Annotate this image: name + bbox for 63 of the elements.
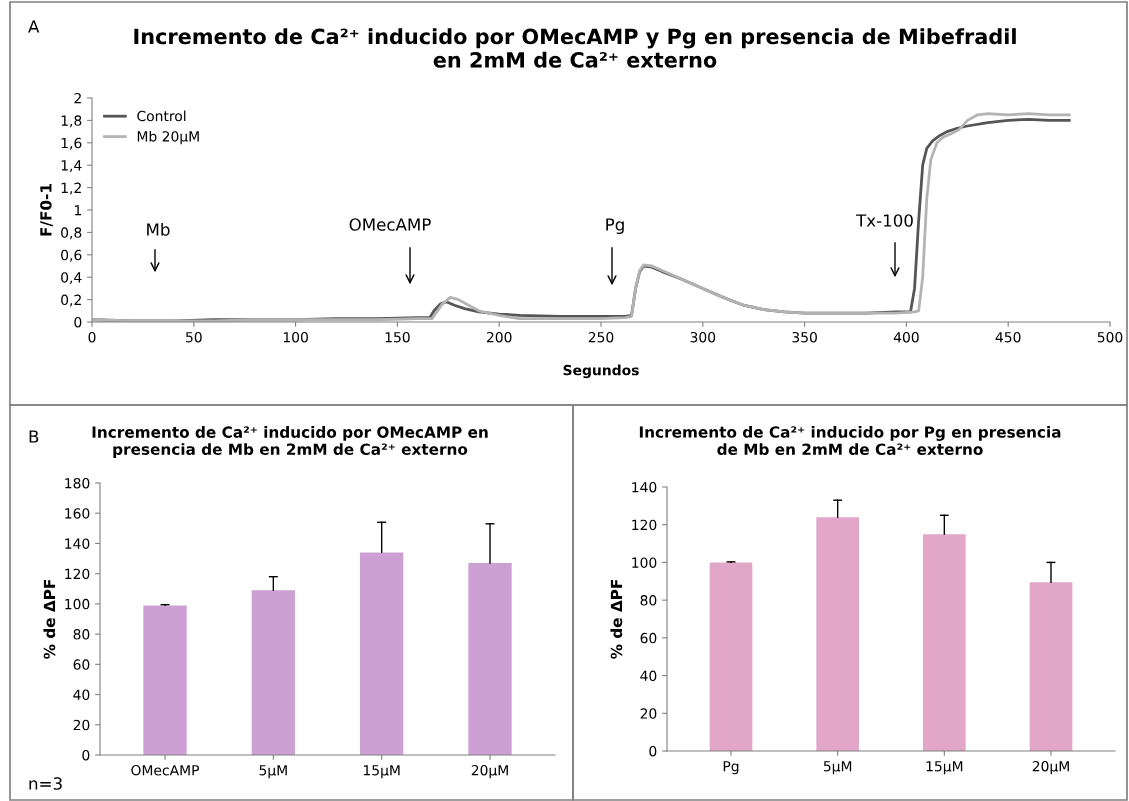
x-tick-label: 20µM <box>471 764 508 779</box>
y-tick-label: 2 <box>74 92 81 104</box>
y-tick-label: 140 <box>65 538 90 549</box>
chart-title: Incremento de Ca²⁺ inducido por OMecAMP y Pg en presencia de Mibefradil en 2mM de Ca²⁺ externo <box>134 28 1016 68</box>
y-tick-label: 1 <box>74 205 81 216</box>
text: n=3 <box>29 777 62 790</box>
y-tick-label: 1,4 <box>61 160 82 173</box>
legend-label: Control <box>137 110 186 122</box>
y-tick-label: 60 <box>640 632 657 644</box>
x-tick-label: 5µM <box>259 765 287 779</box>
y-tick-label: 0,2 <box>61 294 81 307</box>
x-tick-label: 350 <box>792 331 817 343</box>
y-tick-label: 60 <box>73 659 90 670</box>
y-tick-label: 120 <box>65 568 90 580</box>
y-tick-label: 40 <box>640 670 657 682</box>
x-tick-label: OMecAMP <box>131 764 199 776</box>
x-tick-label: 450 <box>995 331 1021 343</box>
y-tick-label: 0 <box>74 316 82 328</box>
x-tick-label: 300 <box>690 331 716 343</box>
x-tick-label: 20µM <box>1032 760 1069 775</box>
y-tick-label: 0 <box>649 745 657 757</box>
x-tick-label: 200 <box>486 331 512 343</box>
y-axis-title: % de ΔPF <box>43 579 56 659</box>
y-tick-label: 160 <box>65 508 90 519</box>
y-axis-title: F/F0-1 <box>40 184 53 236</box>
y-tick-label: 100 <box>65 598 90 610</box>
y-tick-label: 80 <box>640 595 657 606</box>
annotation: Mb <box>147 222 170 236</box>
y-tick-label: 100 <box>632 557 657 568</box>
y-tick-label: 0,8 <box>61 227 82 240</box>
y-axis-title: % de ΔPF <box>610 579 623 659</box>
x-tick-label: 400 <box>893 331 919 343</box>
y-tick-label: 80 <box>73 629 90 640</box>
y-tick-label: 20 <box>640 708 657 719</box>
y-tick-label: 40 <box>73 689 90 701</box>
x-tick-label: 250 <box>588 331 614 343</box>
legend-label: Mb 20µM <box>137 130 199 145</box>
x-axis-title: Segundos <box>563 364 639 379</box>
y-tick-label: 1,6 <box>61 137 82 150</box>
annotation: Pg <box>606 218 624 235</box>
chart-title: Incremento de Ca²⁺ inducido por OMecAMP en presencia de Mb en 2mM de Ca²⁺ externo <box>92 426 488 458</box>
chart-title: Incremento de Ca²⁺ inducido por Pg en presencia de Mb en 2mM de Ca²⁺ externo <box>639 425 1061 456</box>
y-tick-label: 1,8 <box>61 115 82 128</box>
x-tick-label: 50 <box>186 331 202 343</box>
x-tick-label: 5µM <box>823 761 852 775</box>
x-tick-label: 150 <box>385 331 410 343</box>
y-tick-label: 180 <box>65 477 90 489</box>
annotation: Tx-100 <box>856 214 913 227</box>
x-tick-label: 15µM <box>926 761 963 775</box>
annotation: OMecAMP <box>349 218 431 231</box>
y-tick-label: 0,4 <box>61 272 82 285</box>
y-tick-label: 0 <box>82 749 90 761</box>
x-tick-label: 500 <box>1097 331 1123 343</box>
y-tick-label: 140 <box>632 481 657 493</box>
y-tick-label: 1,2 <box>61 182 81 195</box>
y-tick-label: 20 <box>73 719 90 731</box>
x-tick-label: Pg <box>723 761 739 775</box>
text: A <box>28 20 40 33</box>
y-tick-label: 0,6 <box>61 249 82 262</box>
x-tick-label: 15µM <box>363 765 400 779</box>
y-tick-label: 120 <box>632 519 657 531</box>
x-tick-label: 100 <box>283 331 308 343</box>
text: B <box>29 430 39 443</box>
